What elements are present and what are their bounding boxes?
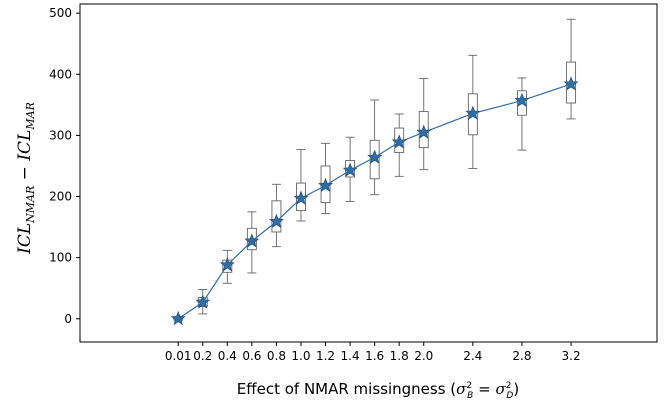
axis-ticks: 0.01 0.2 0.4 0.6 0.8 1.0 1.2 1.4 1.6 1.8 2.0 2.4 2.8… — [49, 6, 581, 363]
x-axis-title-eq: = — [473, 380, 495, 398]
boxplot-box — [418, 111, 429, 149]
y-axis-title-part-2: ICL — [15, 130, 35, 162]
y-tick-label: 100 — [49, 251, 72, 265]
boxplot-box — [517, 90, 527, 116]
y-axis-title: ICLNMAR − ICLMAR — [15, 102, 37, 255]
series-point-star — [293, 190, 309, 205]
y-tick-label: 300 — [49, 128, 72, 142]
x-tick-label: 1.0 — [291, 349, 310, 363]
series-point-star — [416, 124, 432, 139]
plot-frame-rect — [79, 3, 658, 343]
x-axis-title-sigma-b: σ — [456, 380, 467, 398]
series-point-star — [195, 294, 211, 309]
y-tick-label: 400 — [49, 67, 72, 81]
series-point-star — [219, 257, 235, 272]
x-axis-title-suffix: ) — [513, 380, 519, 398]
series-point-star — [342, 162, 358, 177]
x-tick-label: 1.2 — [316, 349, 335, 363]
x-tick-label: 0.8 — [267, 349, 286, 363]
y-axis-title-part: ICL — [15, 223, 35, 255]
x-tick-label: 1.8 — [390, 349, 409, 363]
plot-frame — [79, 3, 658, 343]
series-point-star — [367, 149, 383, 164]
boxplot-box — [271, 200, 282, 233]
x-axis-title: Effect of NMAR missingness (σ2 B = σ2 D) — [237, 380, 519, 401]
boxplot — [566, 18, 577, 120]
boxplot — [467, 54, 478, 169]
x-tick-label: 2.8 — [512, 349, 531, 363]
series-point-star — [465, 105, 481, 120]
boxplot — [271, 183, 282, 248]
x-axis-title-sigma-d: σ — [495, 380, 506, 398]
y-axis-title-sub: NMAR — [24, 186, 37, 224]
x-axis-title-sub-b: B — [467, 391, 473, 401]
boxplot — [418, 78, 429, 171]
y-axis-title-sub-2: MAR — [24, 102, 37, 131]
boxplot — [296, 149, 306, 222]
x-tick-label: 2.0 — [414, 349, 433, 363]
x-axis-title-prefix: Effect of NMAR missingness ( — [237, 380, 456, 398]
x-axis-title-sup-b: 2 — [466, 381, 472, 391]
x-tick-label: 3.2 — [562, 349, 581, 363]
x-axis-title-sup-d: 2 — [506, 381, 512, 391]
x-tick-label: 0.6 — [242, 349, 261, 363]
boxplot — [369, 99, 380, 196]
boxplot — [517, 77, 527, 151]
series-point-star — [170, 310, 186, 326]
y-tick-label: 0 — [64, 312, 72, 326]
x-tick-label: 0.4 — [218, 349, 237, 363]
boxplot-box — [467, 93, 478, 136]
series-point-star — [391, 134, 407, 149]
series-point-star — [563, 76, 579, 91]
series-point-star — [244, 233, 260, 248]
plot-layer — [170, 18, 579, 326]
x-tick-label: 1.6 — [365, 349, 384, 363]
series-point-star — [268, 213, 284, 228]
x-tick-label: 0.01 — [165, 349, 192, 363]
y-tick-label: 200 — [49, 190, 72, 204]
x-tick-label: 1.4 — [341, 349, 360, 363]
series-line — [177, 83, 572, 320]
series-point-star — [514, 92, 530, 107]
x-axis-title-sub-d: D — [506, 391, 513, 401]
series-point-star — [318, 177, 333, 192]
x-tick-label: 0.2 — [193, 349, 212, 363]
y-axis-title-minus: − — [15, 161, 35, 186]
y-tick-label: 500 — [49, 6, 72, 20]
x-tick-label: 2.4 — [463, 349, 482, 363]
